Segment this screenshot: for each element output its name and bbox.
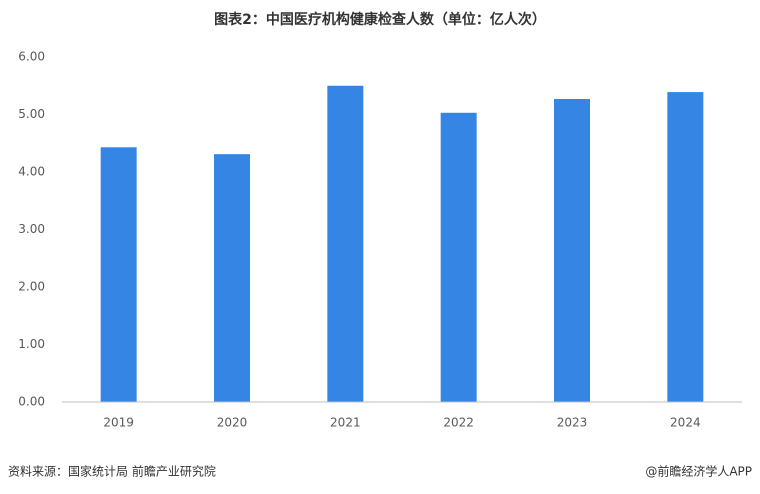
x-tick-label: 2022 xyxy=(443,416,474,430)
chart-title: 图表2：中国医疗机构健康检查人数（单位：亿人次） xyxy=(214,11,546,28)
x-tick-label: 2024 xyxy=(670,416,701,430)
bar xyxy=(100,147,137,402)
y-tick-label: 1.00 xyxy=(18,337,45,351)
y-tick-label: 3.00 xyxy=(18,222,45,236)
bar xyxy=(214,154,250,402)
y-tick-label: 5.00 xyxy=(18,107,45,121)
bar xyxy=(554,98,590,402)
source: 资料来源：国家统计局 前瞻产业研究院 xyxy=(8,464,216,479)
y-tick-label: 6.00 xyxy=(18,50,45,64)
x-tick-label: 2019 xyxy=(103,416,134,430)
y-tick-label: 0.00 xyxy=(18,395,45,409)
x-tick-label: 2020 xyxy=(217,416,248,430)
credit: @前瞻经济学人APP xyxy=(645,464,752,479)
y-tick-label: 2.00 xyxy=(18,280,45,294)
bar xyxy=(667,92,704,402)
x-tick-label: 2021 xyxy=(330,416,361,430)
bar xyxy=(327,85,364,402)
bar xyxy=(440,112,477,403)
x-tick-label: 2023 xyxy=(557,416,588,430)
y-tick-label: 4.00 xyxy=(18,165,45,179)
